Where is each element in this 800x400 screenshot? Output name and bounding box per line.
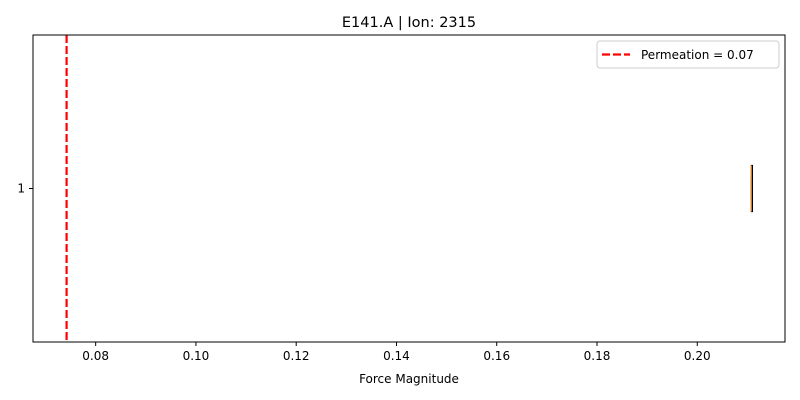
x-tick-label: 0.16 <box>483 349 510 363</box>
y-tick-label: 1 <box>17 182 25 196</box>
plot-area <box>65 35 754 342</box>
chart-title: E141.A | Ion: 2315 <box>342 15 476 31</box>
x-axis-label: Force Magnitude <box>359 372 459 386</box>
x-tick-label: 0.08 <box>82 349 109 363</box>
legend-box <box>596 40 780 69</box>
legend: Permeation = 0.07 <box>596 40 780 69</box>
x-tick-label: 0.18 <box>584 349 611 363</box>
plot-frame <box>32 34 786 343</box>
x-tick-label: 0.14 <box>383 349 410 363</box>
x-tick-label: 0.12 <box>283 349 310 363</box>
legend-label: Permeation = 0.07 <box>641 48 754 62</box>
x-tick-label: 0.20 <box>684 349 711 363</box>
x-tick-label: 0.10 <box>183 349 210 363</box>
box <box>750 164 754 213</box>
